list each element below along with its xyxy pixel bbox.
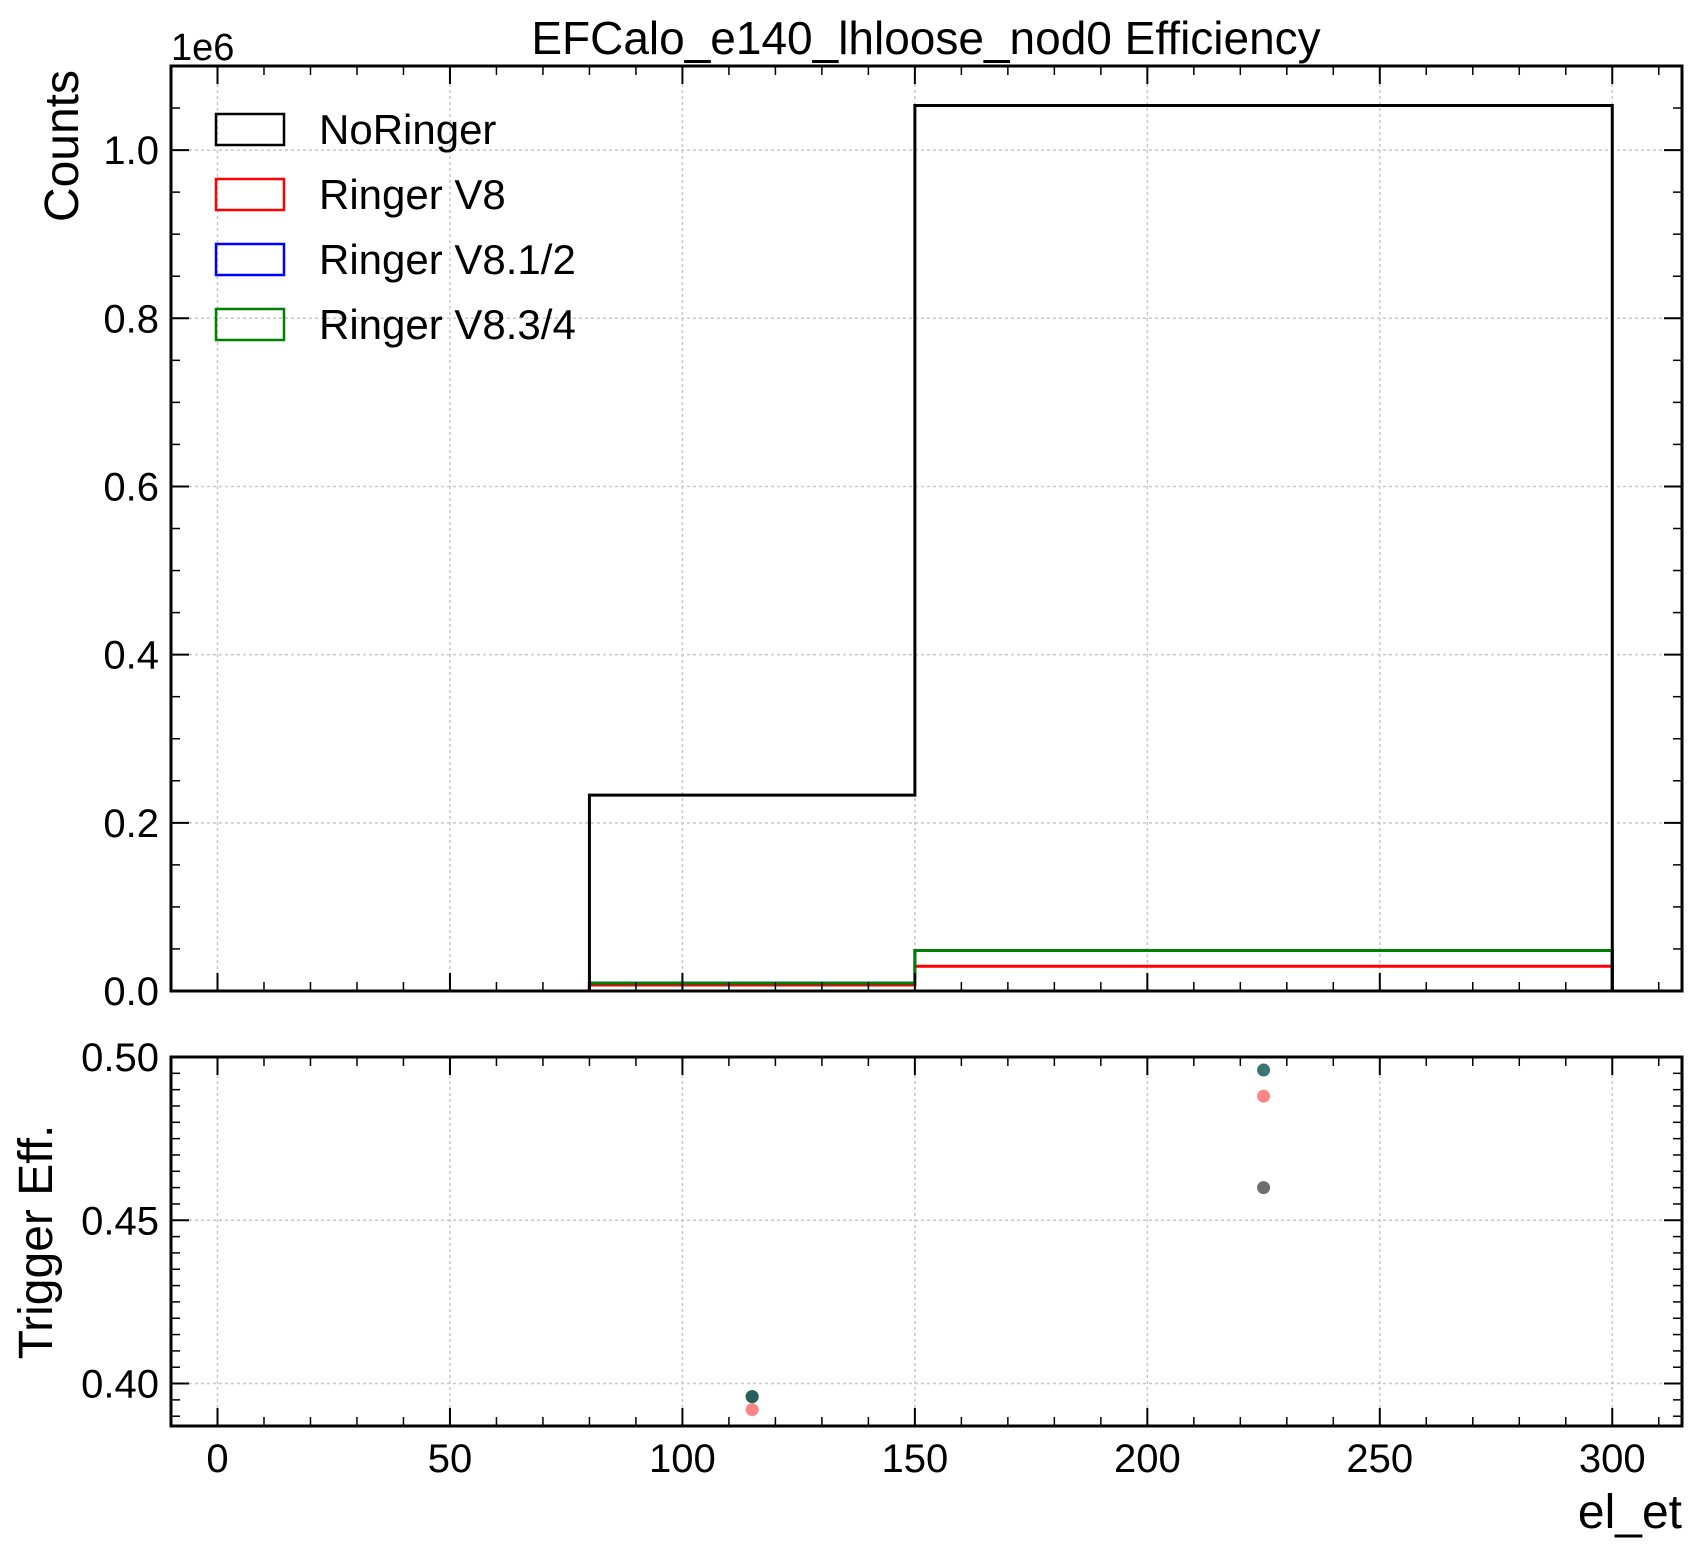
histogram-panel: 0.0 0.2 0.4 0.6 0.8 1.0 EFCalo_e140_lhloose_n… (36, 12, 1684, 1014)
legend-label: NoRinger (319, 106, 496, 153)
efficiency-point (745, 1390, 759, 1404)
legend-label: Ringer V8.1/2 (319, 236, 576, 283)
x-axis-label: el_et (1578, 1486, 1682, 1539)
legend-swatch (214, 112, 286, 147)
bottom-tick-labels: 0 50 100 150 200 250 300 0.40 0.45 0.50 (81, 1036, 1645, 1481)
x-tick-label: 50 (428, 1437, 473, 1481)
bottom-grid (171, 1056, 1682, 1426)
top-y-tick-label: 0.6 (103, 465, 159, 509)
efficiency-panel: 0 50 100 150 200 250 300 0.40 0.45 0.50 Trigger E… (10, 1036, 1684, 1539)
bottom-y-axis-label: Trigger Eff. (10, 1125, 63, 1360)
top-y-tick-label: 0.4 (103, 634, 159, 678)
x-tick-label: 100 (649, 1437, 716, 1481)
x-tick-label: 200 (1114, 1437, 1181, 1481)
top-y-axis-label: Counts (36, 70, 89, 222)
efficiency-point (1257, 1181, 1271, 1195)
legend-swatch (214, 242, 286, 277)
chart-title: EFCalo_e140_lhloose_nod0 Efficiency (531, 12, 1320, 64)
legend-swatch (214, 307, 286, 342)
y-multiplier: 1e6 (171, 27, 234, 69)
top-y-tick-label: 0.0 (103, 970, 159, 1014)
legend-swatch (214, 177, 286, 212)
efficiency-point (1257, 1063, 1271, 1077)
bottom-y-tick-label: 0.40 (81, 1363, 159, 1407)
efficiency-points (745, 1063, 1271, 1417)
histogram-step (587, 104, 1614, 991)
bottom-axes-frame (169, 1055, 1684, 1428)
top-y-tick-label: 0.2 (103, 802, 159, 846)
bottom-ticks (171, 1056, 1682, 1426)
x-tick-label: 250 (1346, 1437, 1413, 1481)
top-y-tick-label: 0.8 (103, 297, 159, 341)
histogram-series (587, 104, 1614, 991)
legend: NoRinger Ringer V8 Ringer V8.1/2 Ringer V8.… (214, 106, 576, 348)
top-y-tick-label: 1.0 (103, 129, 159, 173)
efficiency-point (1257, 1089, 1271, 1103)
x-tick-label: 0 (206, 1437, 228, 1481)
top-tick-labels: 0.0 0.2 0.4 0.6 0.8 1.0 (103, 129, 159, 1014)
bottom-y-tick-label: 0.45 (81, 1199, 159, 1243)
legend-label: Ringer V8 (319, 171, 506, 218)
x-tick-label: 150 (882, 1437, 949, 1481)
bottom-y-tick-label: 0.50 (81, 1036, 159, 1080)
top-axes-frame (169, 64, 1684, 993)
x-tick-label: 300 (1579, 1437, 1646, 1481)
efficiency-point (745, 1403, 759, 1417)
legend-label: Ringer V8.3/4 (319, 301, 576, 348)
